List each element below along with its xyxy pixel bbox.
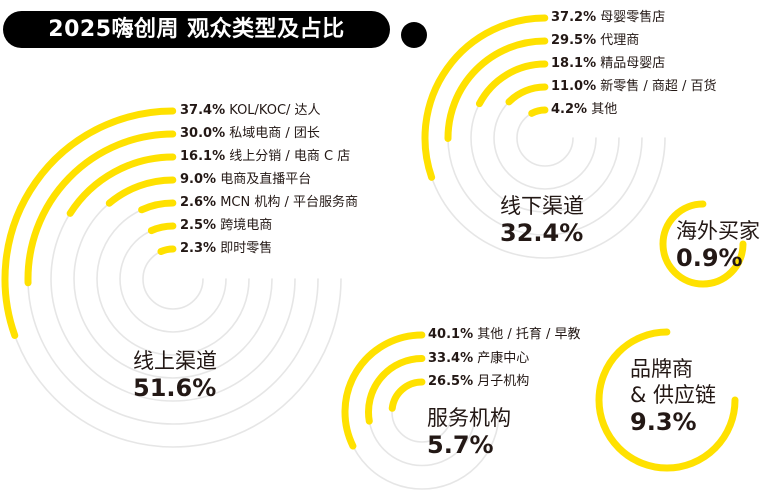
- value-arc: [1, 107, 177, 339]
- category-name: 线上渠道: [133, 349, 217, 373]
- summary-ring-arc: [659, 200, 747, 288]
- category-share: 9.3%: [630, 408, 697, 436]
- item-label: 40.1% 其他 / 托育 / 早教: [428, 327, 581, 343]
- category-offline: 线下渠道 32.4%: [500, 193, 584, 247]
- category-share: 5.7%: [427, 431, 494, 459]
- item-name: KOL/KOC/ 达人: [229, 103, 321, 118]
- item-label: 33.4% 产康中心: [428, 351, 529, 367]
- track-ring: [119, 225, 227, 333]
- category-name: 线下渠道: [500, 194, 584, 218]
- item-percent: 40.1%: [428, 327, 474, 342]
- chart-title: 2025嗨创周 观众类型及占比: [3, 11, 390, 48]
- value-arc: [138, 199, 177, 214]
- item-name: 跨境电商: [220, 218, 273, 233]
- item-name: 其他: [591, 102, 618, 117]
- item-name: 电商及直播平台: [220, 172, 312, 187]
- track-ring: [96, 202, 250, 356]
- item-percent: 2.5%: [180, 218, 217, 233]
- item-percent: 30.0%: [180, 126, 226, 141]
- item-name: 新零售 / 商超 / 百货: [600, 79, 717, 94]
- item-percent: 2.6%: [180, 195, 217, 210]
- item-name: 月子机构: [477, 374, 530, 389]
- value-arc: [421, 14, 549, 181]
- item-percent: 29.5%: [551, 33, 597, 48]
- item-label: 18.1% 精品母婴店: [551, 56, 665, 72]
- item-label: 2.3% 即时零售: [180, 241, 272, 257]
- item-name: 线上分销 / 电商 C 店: [229, 149, 351, 164]
- item-name: MCN 机构 / 平台服务商: [220, 195, 358, 210]
- category-share: 0.9%: [676, 244, 743, 272]
- category-service: 服务机构 5.7%: [427, 405, 511, 459]
- item-label: 2.5% 跨境电商: [180, 218, 272, 234]
- category-name-line2: & 供应链: [630, 383, 717, 407]
- item-percent: 16.1%: [180, 149, 226, 164]
- value-arc: [475, 60, 549, 108]
- item-label: 29.5% 代理商: [551, 33, 639, 49]
- item-percent: 26.5%: [428, 374, 474, 389]
- category-share: 32.4%: [500, 219, 584, 247]
- value-arc: [444, 37, 549, 142]
- category-name: 品牌商: [630, 357, 693, 381]
- item-percent: 9.0%: [180, 172, 217, 187]
- item-label: 4.2% 其他: [551, 102, 617, 118]
- title-dot-decoration: [401, 22, 427, 48]
- item-label: 11.0% 新零售 / 商超 / 百货: [551, 79, 717, 95]
- item-percent: 33.4%: [428, 350, 474, 366]
- category-name: 海外买家: [676, 219, 760, 243]
- value-arc: [157, 245, 177, 256]
- category-online: 线上渠道 51.6%: [133, 348, 217, 402]
- item-label: 9.0% 电商及直播平台: [180, 172, 311, 188]
- item-name: 代理商: [600, 33, 640, 48]
- value-arc: [341, 331, 426, 450]
- item-label: 37.2% 母婴零售店: [551, 10, 665, 26]
- category-name: 服务机构: [427, 406, 511, 430]
- track-ring: [142, 248, 204, 310]
- item-label: 2.6% MCN 机构 / 平台服务商: [180, 195, 358, 211]
- item-percent: 2.3%: [180, 241, 217, 256]
- item-label: 16.1% 线上分销 / 电商 C 店: [180, 149, 350, 165]
- item-name: 私域电商 / 团长: [229, 126, 320, 141]
- value-arc: [528, 106, 549, 117]
- item-label: 37.4% KOL/KOC/ 达人: [180, 103, 321, 119]
- item-percent: 37.2%: [551, 10, 597, 25]
- category-share: 51.6%: [133, 374, 217, 402]
- value-arc: [147, 222, 177, 235]
- item-percent: 18.1%: [551, 56, 597, 71]
- item-name: 精品母婴店: [600, 56, 666, 71]
- item-label: 30.0% 私域电商 / 团长: [180, 126, 320, 142]
- category-brand: 品牌商 & 供应链 9.3%: [630, 356, 716, 436]
- item-percent: 37.4%: [180, 103, 226, 118]
- item-name: 产康中心: [477, 350, 530, 366]
- value-arc: [505, 83, 549, 106]
- value-arc: [365, 355, 426, 425]
- item-percent: 11.0%: [551, 79, 597, 94]
- value-arc: [66, 153, 177, 217]
- item-label: 26.5% 月子机构: [428, 374, 529, 390]
- value-arc: [24, 130, 177, 287]
- track-ring: [516, 109, 574, 167]
- summary-ring-arc: [595, 328, 739, 472]
- item-name: 母婴零售店: [600, 10, 666, 25]
- item-percent: 4.2%: [551, 102, 588, 117]
- category-overseas: 海外买家 0.9%: [676, 218, 760, 272]
- item-name: 即时零售: [220, 241, 273, 256]
- value-arc: [105, 176, 177, 207]
- item-name: 其他 / 托育 / 早教: [477, 327, 581, 342]
- value-arc: [388, 378, 426, 412]
